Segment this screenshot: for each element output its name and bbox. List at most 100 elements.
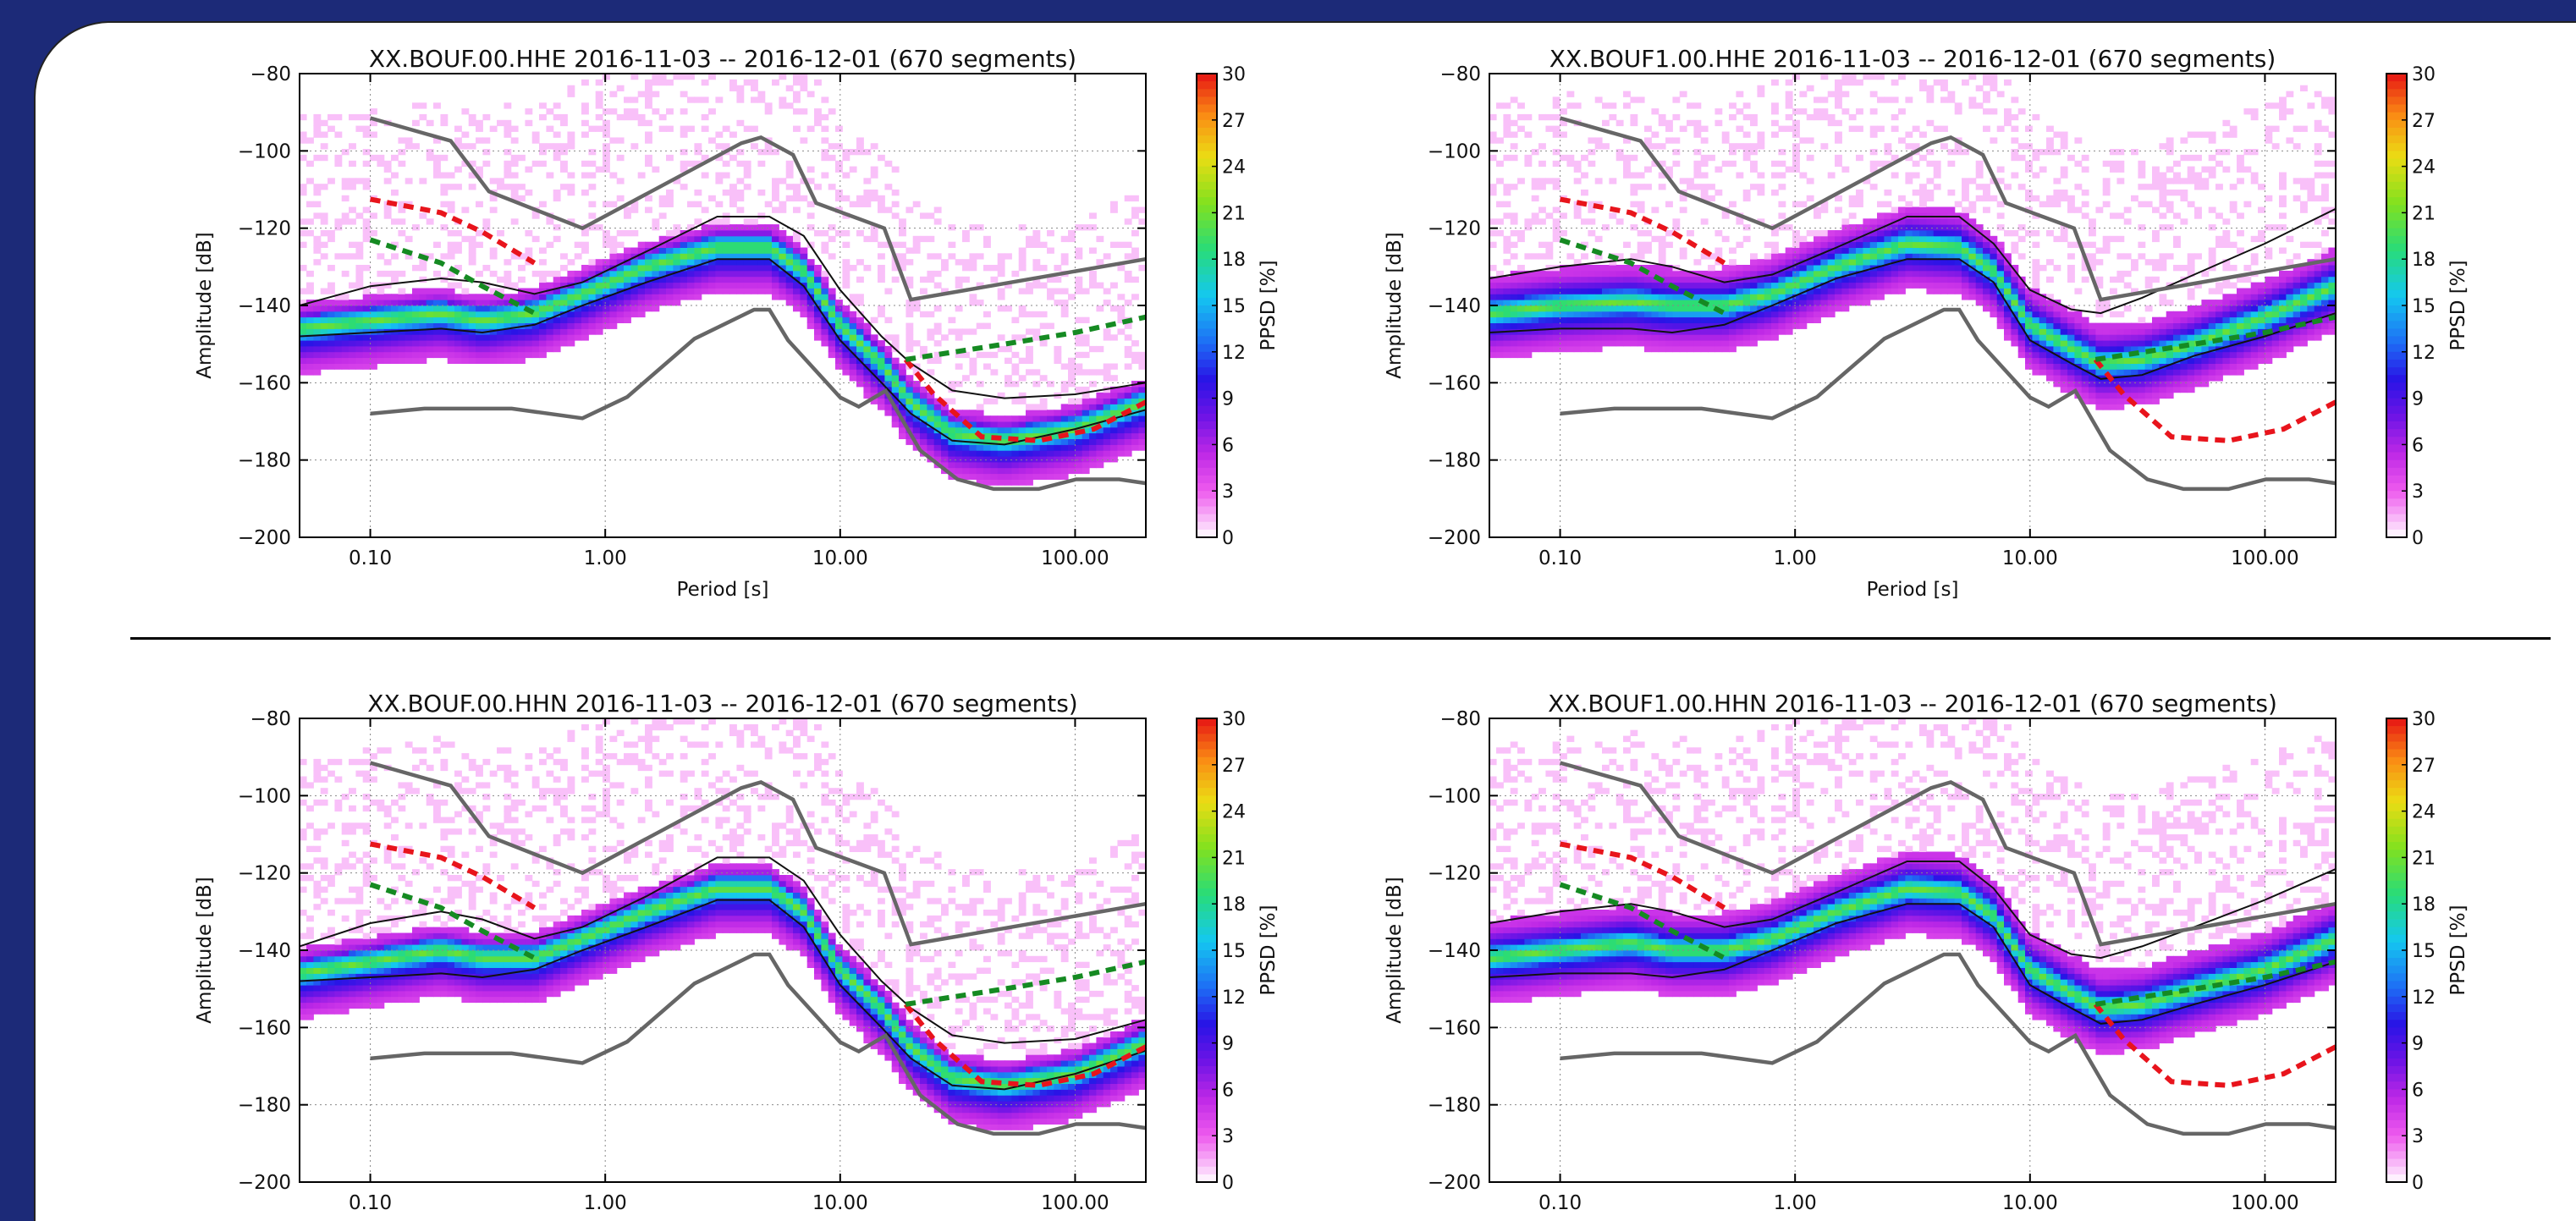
colorbar-tick-label: 30 [2412,64,2436,85]
colorbar-tick-label: 21 [1222,848,1246,869]
colorbar-tick-label: 15 [2412,296,2436,317]
y-tick-label: −160 [1428,1017,1481,1039]
red-dashed-line [2093,358,2337,443]
colorbar-tick-label: 3 [2412,481,2424,503]
x-tick-label: 10.00 [812,547,868,569]
y-tick-label: −200 [1428,527,1481,549]
ppsd-heatmap [1489,74,2337,410]
y-tick-label: −80 [250,708,291,730]
green-dashed-line [1559,237,1726,316]
y-tick-label: −160 [238,1017,291,1039]
red-dashed-line [1560,196,1726,266]
red-dashed-line [2093,1003,2337,1088]
y-tick-label: −180 [1428,450,1481,472]
x-tick-label: 10.00 [2002,1192,2058,1214]
colorbar-tick-label: 9 [2412,1034,2424,1055]
percentile-lower-line [1489,258,2337,380]
ppsd-heatmap [299,718,1147,1130]
nlnm-line [370,307,1147,492]
colorbar-tick-label: 27 [2412,756,2436,777]
colorbar-tick-label: 0 [1222,1173,1234,1194]
y-tick-label: −180 [238,1095,291,1117]
colorbar-tick-label: 6 [1222,1080,1234,1101]
ppsd-panel-2: −80 −100 −120 −140 −160 −180 −200 0.10 1.00 10.00… [1384,45,2469,601]
colorbar-tick-label: 12 [2412,343,2436,364]
ppsd-panel-4: −80 −100 −120 −140 −160 −180 −200 0.10 1.00 10.00… [1384,690,2469,1214]
colorbar-tick-label: 3 [2412,1126,2424,1147]
red-dashed-line [370,841,537,910]
colorbar-tick-label: 24 [1222,802,1246,823]
y-axis-label: Amplitude [dB] [1384,877,1406,1024]
colorbar-tick-label: 18 [1222,250,1246,271]
x-tick-label: 1.00 [1774,547,1817,569]
nhnm-line [369,761,1147,947]
colorbar-tick-label: 0 [1222,528,1234,549]
colorbar-tick-label: 0 [2412,1173,2424,1194]
green-dashed-line [905,959,1147,1007]
x-tick-label: 1.00 [584,1192,627,1214]
colorbar-tick-label: 12 [2412,987,2436,1009]
colorbar-tick-label: 6 [2412,435,2424,456]
panel-title: XX.BOUF.00.HHN 2016-11-03 -- 2016-12-01 … [367,690,1077,718]
colorbar-tick-label: 27 [1222,756,1246,777]
ppsd-heatmap [299,74,1147,486]
colorbar-tick-label: 9 [1222,389,1234,410]
nhnm-line [369,116,1147,302]
green-dashed-line [369,237,536,316]
x-tick-label: 0.10 [349,1192,392,1214]
nlnm-line [1560,952,2337,1136]
x-tick-label: 100.00 [1041,547,1109,569]
y-tick-label: −140 [1428,295,1481,317]
x-tick-label: 10.00 [812,1192,868,1214]
colorbar-tick-label: 9 [1222,1034,1234,1055]
green-dashed-line [2094,959,2337,1007]
y-tick-label: −140 [238,295,291,317]
y-tick-label: −160 [238,372,291,394]
x-tick-label: 1.00 [1774,1192,1817,1214]
nlnm-line [1560,307,2337,492]
row-divider [130,637,2551,640]
y-axis-label: Amplitude [dB] [194,232,216,379]
colorbar-tick-label: 24 [2412,802,2436,823]
colorbar-tick-label: 3 [1222,481,1234,503]
green-dashed-line [369,882,536,960]
ppsd-heatmap [1489,718,2337,1055]
ppsd-panel-1: −80 −100 −120 −140 −160 −180 −200 0.10 1.00 10.00… [194,45,1280,601]
percentile-upper-line [299,856,1147,1044]
percentile-lower-line [1489,903,2337,1025]
y-axis-label: Amplitude [dB] [1384,232,1406,379]
y-tick-label: −120 [1428,218,1481,240]
percentile-lower-line [299,899,1147,1091]
x-tick-label: 100.00 [1041,1192,1109,1214]
y-tick-label: −100 [1428,785,1481,807]
x-tick-label: 0.10 [1538,547,1582,569]
y-axis-label: Amplitude [dB] [194,877,216,1024]
x-axis-label: Period [s] [1867,579,1959,601]
colorbar-label: PPSD [%] [2447,260,2469,350]
colorbar-tick-label: 12 [1222,343,1246,364]
y-tick-label: −180 [238,450,291,472]
colorbar-tick-label: 30 [1222,64,1246,85]
y-tick-label: −200 [238,1172,291,1194]
colorbar-tick-label: 21 [1222,203,1246,224]
y-tick-label: −200 [238,527,291,549]
colorbar-tick-label: 18 [1222,894,1246,916]
red-dashed-line [370,196,537,266]
nhnm-line [1559,116,2337,302]
x-tick-label: 0.10 [349,547,392,569]
y-tick-label: −180 [1428,1095,1481,1117]
colorbar-tick-label: 15 [1222,941,1246,962]
y-tick-label: −120 [1428,863,1481,885]
panel-title: XX.BOUF.00.HHE 2016-11-03 -- 2016-12-01 … [369,45,1076,73]
colorbar-tick-label: 30 [2412,709,2436,730]
colorbar-tick-label: 12 [1222,987,1246,1009]
x-tick-label: 10.00 [2002,547,2058,569]
colorbar-label: PPSD [%] [1258,905,1280,995]
left-sidebar-strip [0,0,34,1221]
y-tick-label: −100 [1428,140,1481,162]
green-dashed-line [905,314,1147,362]
